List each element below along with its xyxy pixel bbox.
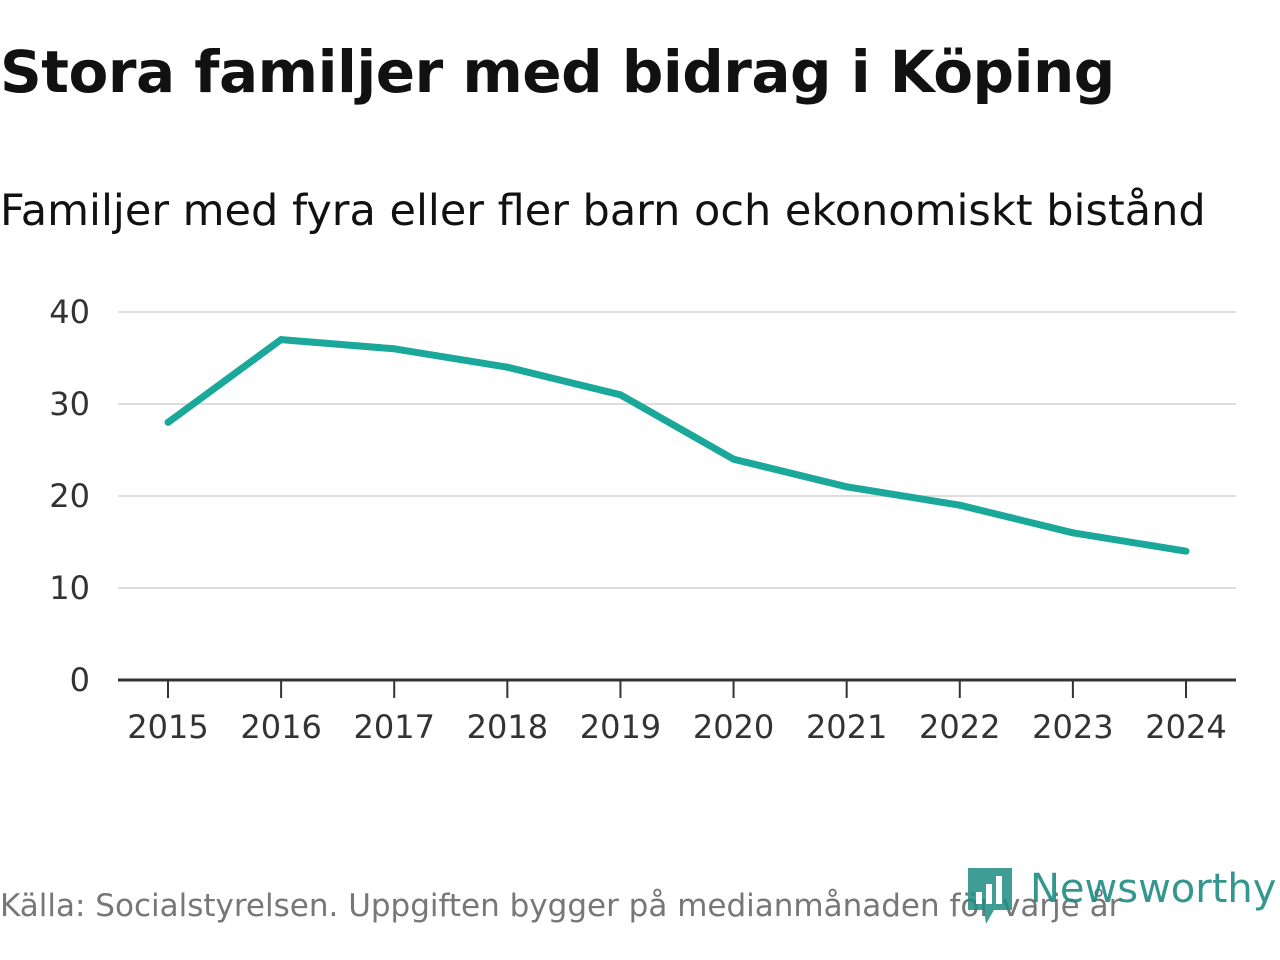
newsworthy-logo-text: Newsworthy xyxy=(1030,866,1277,912)
x-tick-label: 2016 xyxy=(240,708,321,746)
chart-subtitle: Familjer med fyra eller fler barn och ek… xyxy=(0,186,1206,236)
x-tick-label: 2023 xyxy=(1032,708,1113,746)
y-tick-label: 0 xyxy=(70,661,90,699)
y-tick-label: 30 xyxy=(49,385,90,423)
data-point xyxy=(164,418,172,426)
x-tick-label: 2017 xyxy=(354,708,435,746)
newsworthy-logo[interactable]: Newsworthy xyxy=(964,866,1280,928)
y-axis-ticks: 0 10 20 30 40 xyxy=(49,293,90,699)
data-point xyxy=(843,483,851,491)
x-tick-label: 2019 xyxy=(580,708,661,746)
series-group xyxy=(164,336,1190,555)
y-tick-label: 40 xyxy=(49,293,90,331)
y-tick-label: 10 xyxy=(49,569,90,607)
x-tick-label: 2018 xyxy=(467,708,548,746)
y-tick-label: 20 xyxy=(49,477,90,515)
data-point xyxy=(730,455,738,463)
data-point xyxy=(956,501,964,509)
newsworthy-logo-icon xyxy=(968,868,1012,924)
series-line xyxy=(165,336,1187,555)
data-point xyxy=(1069,529,1077,537)
x-axis: 2015 2016 2017 2018 2019 2020 2021 2022 2023 2024 xyxy=(118,678,1236,746)
x-tick-label: 2021 xyxy=(806,708,887,746)
data-point xyxy=(503,363,511,371)
x-tick-label: 2022 xyxy=(919,708,1000,746)
data-point xyxy=(1182,547,1190,555)
x-tick-label: 2020 xyxy=(693,708,774,746)
data-point xyxy=(277,336,285,344)
x-tick-label: 2024 xyxy=(1145,708,1226,746)
gridlines xyxy=(118,311,1236,589)
x-tick-label: 2015 xyxy=(127,708,208,746)
source-note: Källa: Socialstyrelsen. Uppgiften bygger… xyxy=(0,888,1122,924)
chart-title: Stora familjer med bidrag i Köping xyxy=(0,38,1115,106)
data-point xyxy=(616,391,624,399)
data-point xyxy=(390,345,398,353)
